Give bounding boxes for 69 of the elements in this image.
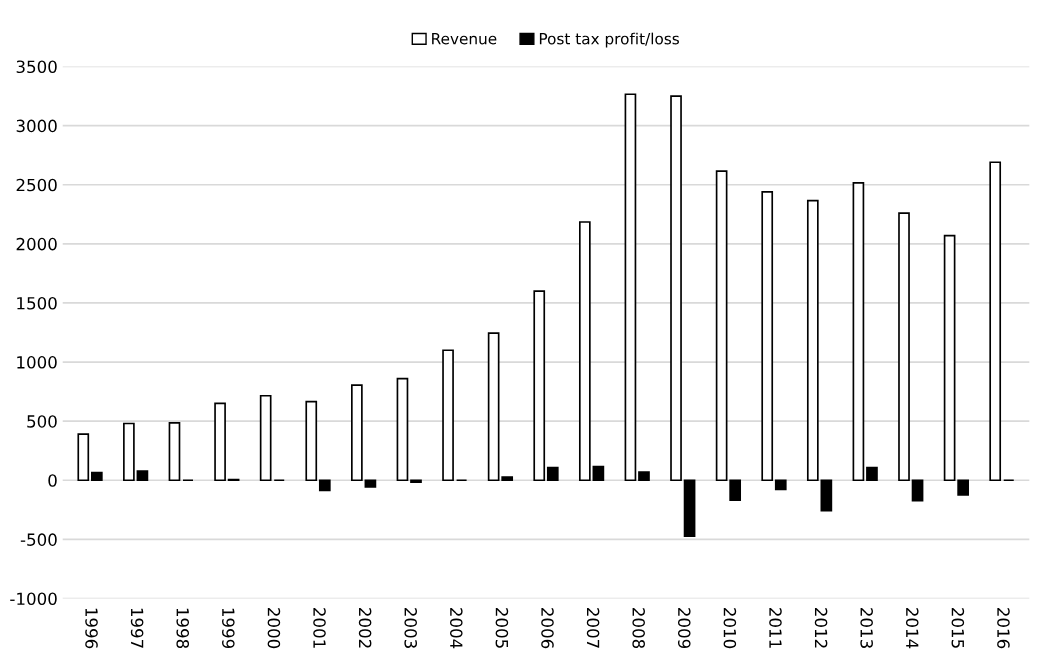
y-tick-label: 1000: [17, 356, 57, 369]
bar: [305, 400, 318, 482]
bar: [592, 465, 605, 482]
bar: [168, 422, 181, 482]
bar: [989, 161, 1002, 482]
bar: [77, 433, 90, 482]
x-tick-label: 2000: [267, 608, 281, 649]
bar: [957, 479, 969, 496]
y-tick-label: 3000: [16, 119, 57, 133]
x-tick-label: 2010: [723, 608, 737, 649]
x-tick-label: 2005: [495, 608, 509, 648]
bar: [214, 402, 226, 482]
y-tick-label: 0: [48, 474, 57, 487]
bar: [943, 234, 956, 482]
bar: [259, 394, 272, 482]
bar: [318, 479, 331, 492]
bar: [729, 479, 742, 502]
x-tick-label: 1997: [130, 608, 144, 648]
bar: [533, 290, 546, 482]
x-tick-label: 1996: [85, 608, 98, 649]
x-tick-label: 2015: [951, 608, 965, 648]
bar: [820, 479, 833, 512]
x-tick-label: 2007: [586, 608, 600, 648]
bar: [911, 479, 924, 502]
bar: [683, 479, 696, 538]
y-tick-label: 2500: [16, 178, 57, 192]
y-tick-label: -500: [20, 533, 57, 546]
x-tick-label: 1999: [222, 608, 235, 649]
x-tick-label: 2006: [541, 608, 554, 649]
legend-label: Revenue: [432, 33, 497, 45]
x-tick-label: 2014: [905, 608, 919, 649]
legend-label: Post tax profit/loss: [539, 32, 679, 48]
x-tick-label: 2011: [769, 608, 782, 648]
x-tick-label: 2009: [677, 608, 691, 649]
bar: [774, 479, 787, 491]
y-tick-label: 3500: [16, 60, 57, 74]
bar: [90, 471, 103, 482]
x-tick-label: 2004: [449, 608, 463, 649]
y-tick-label: -1000: [10, 592, 57, 606]
bar: [578, 221, 591, 482]
x-tick-label: 2008: [632, 608, 645, 649]
bar: [364, 479, 377, 488]
bar: [806, 199, 819, 482]
x-tick-label: 2001: [313, 608, 326, 648]
bar: [501, 476, 514, 482]
y-tick-label: 500: [27, 415, 57, 428]
bar: [123, 422, 135, 482]
y-tick-label: 1500: [17, 296, 57, 310]
x-tick-label: 2002: [358, 608, 372, 648]
bar: [638, 471, 650, 482]
bar: [761, 190, 774, 482]
bar: [898, 212, 910, 482]
bar: [624, 93, 637, 482]
x-tick-label: 1998: [176, 608, 190, 649]
x-tick-label: 2013: [860, 608, 873, 648]
bar: [487, 332, 500, 482]
bar: [852, 182, 865, 482]
bar: [351, 384, 363, 482]
bar: [442, 349, 454, 482]
x-tick-label: 2016: [997, 608, 1010, 649]
bar: [670, 95, 682, 482]
x-tick-label: 2003: [404, 608, 417, 648]
bar: [396, 377, 409, 482]
x-tick-label: 2012: [814, 608, 828, 648]
y-tick-label: 2000: [16, 237, 57, 251]
bar: [715, 170, 728, 482]
bar: [866, 466, 878, 482]
bar: [136, 470, 149, 482]
bar: [546, 466, 559, 482]
